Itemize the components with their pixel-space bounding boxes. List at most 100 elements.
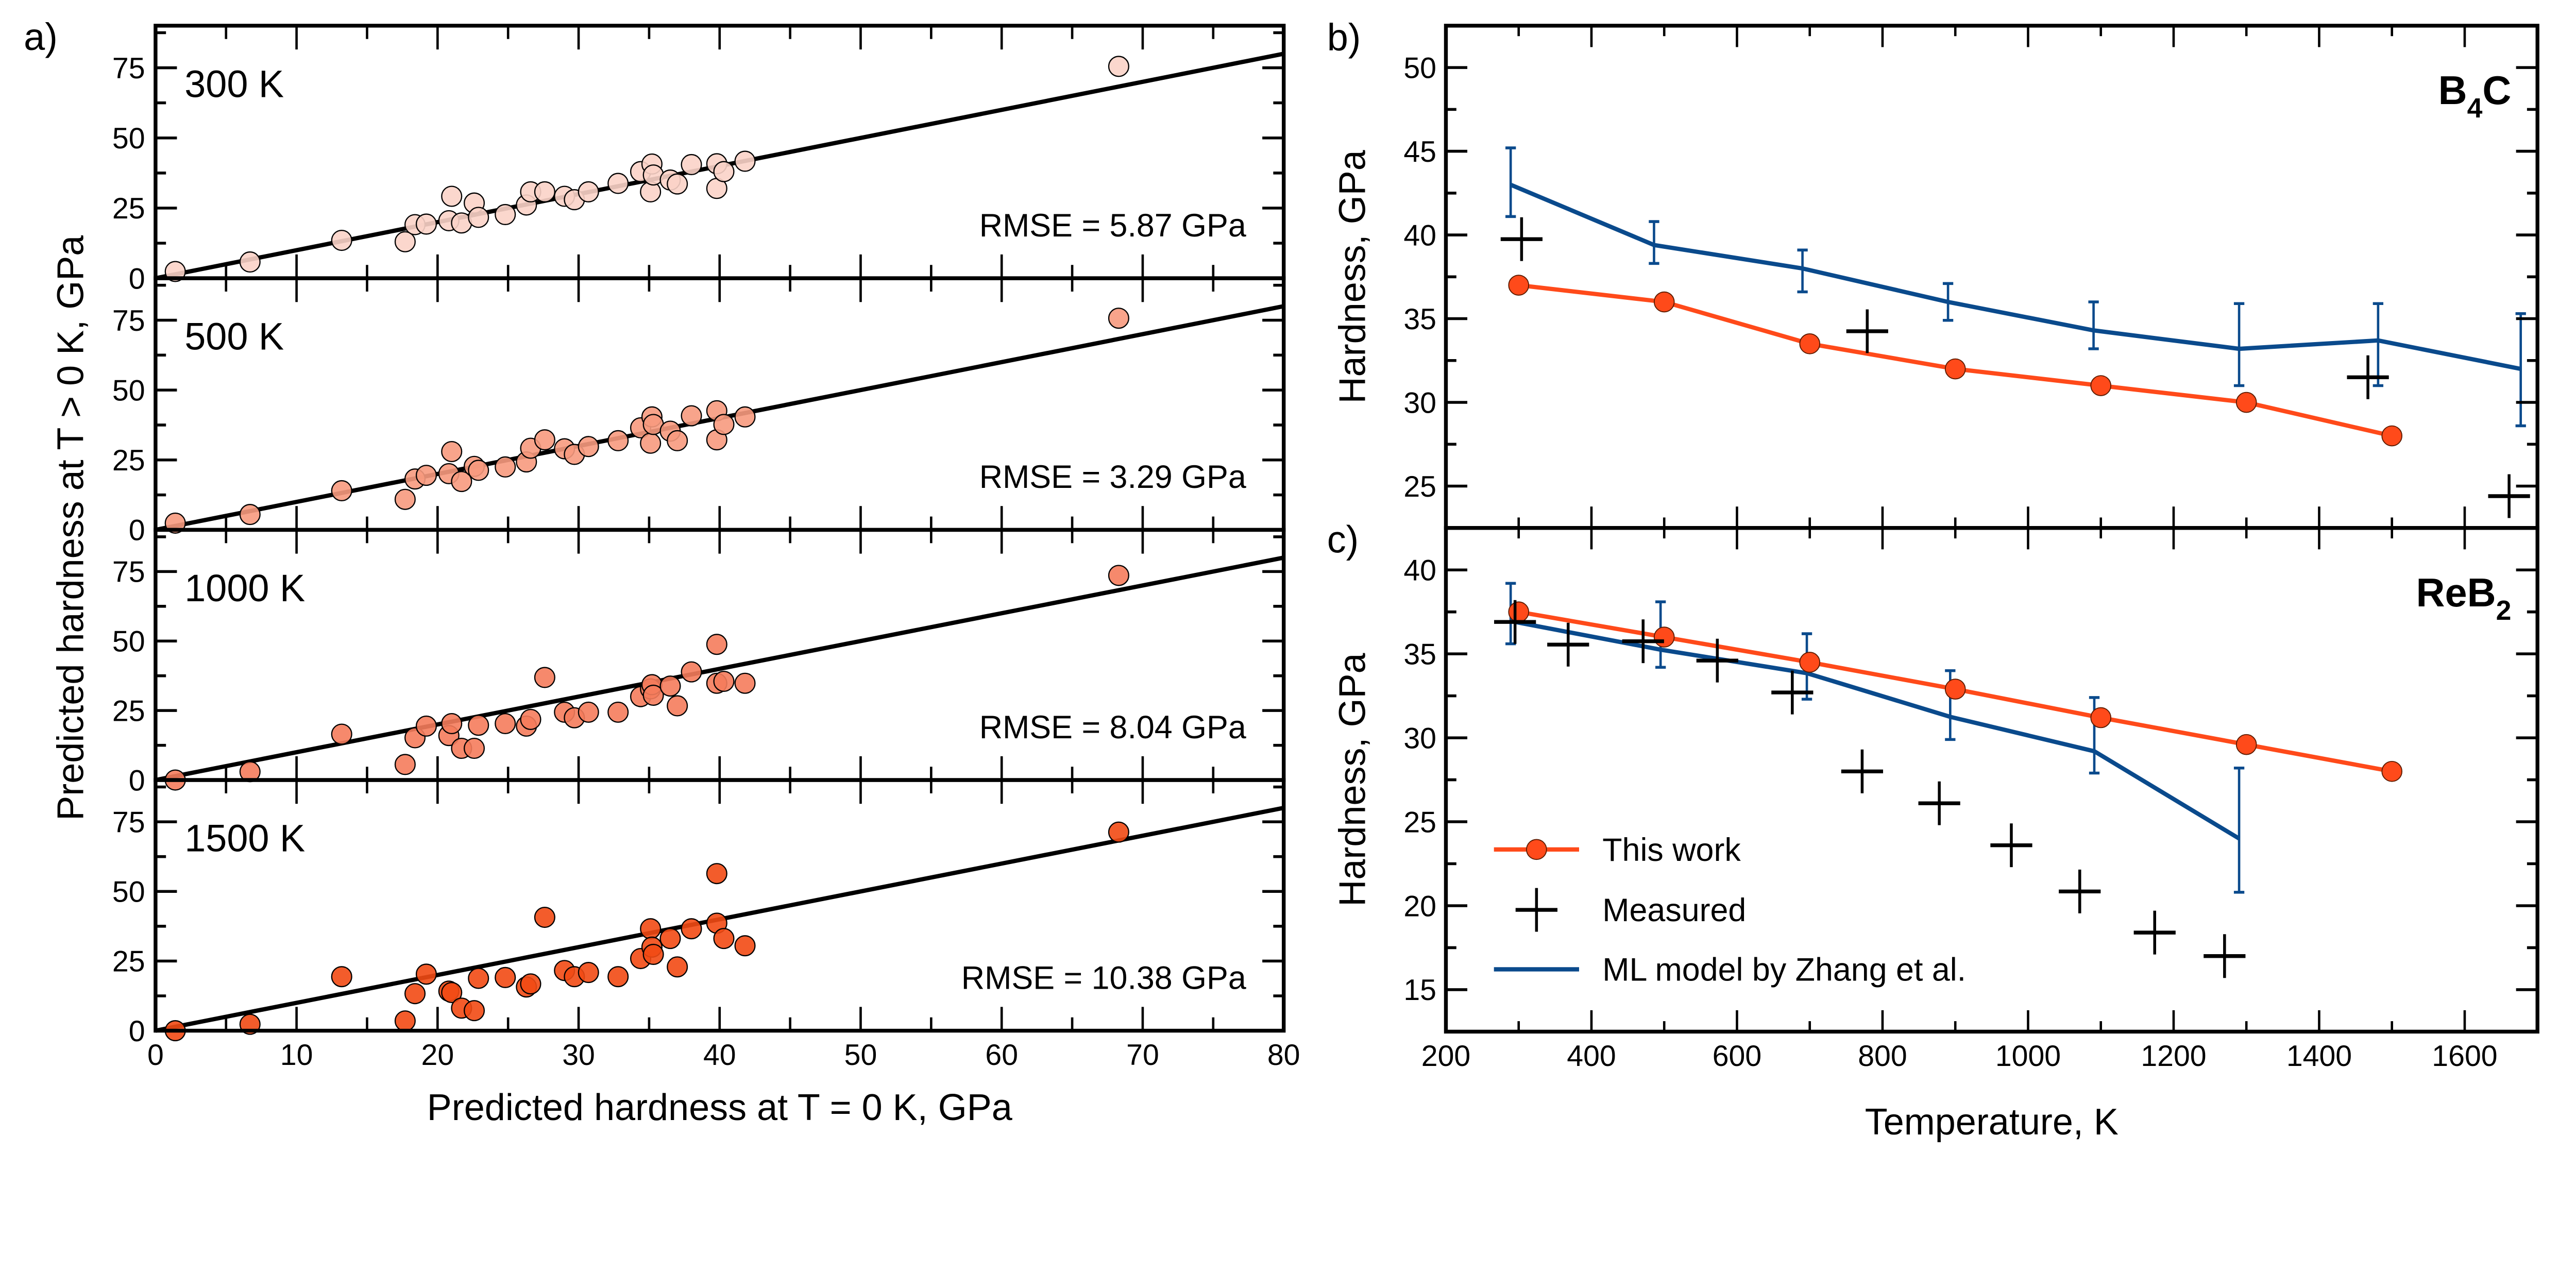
data-point [667, 956, 688, 978]
x-tick-label: 10 [280, 1039, 313, 1072]
data-point [734, 935, 756, 957]
x-tick-label: 1200 [2141, 1040, 2206, 1073]
x-tick-label: 80 [1267, 1039, 1300, 1072]
data-point [1108, 308, 1129, 329]
measured-point [1500, 217, 1543, 261]
legend: This work Measured ML model by Zhang et al… [1494, 832, 1966, 988]
x-tick-label: 200 [1421, 1040, 1470, 1073]
measured-point [2059, 869, 2101, 913]
temperature-label: 500 K [184, 315, 284, 358]
temperature-label: 300 K [184, 62, 284, 105]
data-point [713, 414, 735, 435]
x-tick-label: 400 [1567, 1040, 1616, 1073]
this-work-point [1508, 275, 1530, 296]
data-point [441, 440, 463, 463]
y-tick-label: 50 [112, 374, 145, 407]
legend-label: This work [1602, 832, 1741, 868]
data-point [578, 436, 599, 457]
data-point [415, 465, 437, 486]
data-point [331, 229, 352, 251]
y-tick-label: 25 [1403, 806, 1436, 839]
y-tick-label: 50 [112, 625, 145, 658]
data-point [534, 429, 555, 451]
subplot-1500k: 0 25 50 75 1500 K RMSE = 10.38 GPa [112, 778, 1286, 1048]
subplot-300k: 0 25 50 75 300 K RMSE = 5.87 GPa [112, 24, 1286, 295]
data-point [1108, 821, 1129, 843]
error-bar [1942, 282, 1954, 322]
data-point [681, 918, 702, 940]
data-point [578, 962, 599, 984]
data-point [394, 754, 416, 775]
legend-marker [1526, 839, 1547, 860]
measured-point [1771, 670, 1814, 715]
data-point [331, 480, 352, 502]
data-point [713, 670, 735, 692]
data-point [394, 231, 416, 252]
data-point [441, 185, 463, 207]
y-tick-label: 75 [112, 806, 145, 839]
this-work-point [1799, 652, 1821, 673]
material-base: B [2438, 69, 2467, 113]
data-point [394, 488, 416, 510]
data-point [713, 161, 735, 182]
y-tick-label: 25 [112, 444, 145, 477]
data-point [607, 173, 629, 194]
panel-label: b) [1327, 16, 1361, 59]
ml-model-line [1510, 182, 2521, 371]
data-point [1108, 565, 1129, 586]
data-point [495, 204, 516, 225]
y-tick-label: 25 [112, 694, 145, 727]
error-bar [1649, 220, 1659, 265]
x-tick-label: 30 [562, 1039, 595, 1072]
this-work-point [2235, 392, 2257, 413]
series-measured [1500, 217, 2530, 518]
this-work-point [2090, 375, 2112, 396]
this-work-point [1944, 358, 1966, 380]
data-point [331, 723, 352, 745]
panel-label: a) [24, 15, 58, 58]
this-work-point [2090, 707, 2112, 728]
this-work-point [2235, 734, 2257, 755]
data-point [331, 966, 352, 988]
error-bar [2233, 766, 2245, 894]
y-tick-label: 50 [112, 876, 145, 909]
y-tick-label: 25 [1403, 470, 1436, 503]
this-work-point [1799, 333, 1821, 354]
y-tick-label: 0 [129, 1015, 145, 1048]
y-axis-title: Predicted hardness at T > 0 K, GPa [50, 235, 92, 821]
identity-line [155, 555, 1284, 783]
measured-point [1622, 619, 1664, 664]
data-point [659, 928, 681, 950]
data-point [441, 981, 463, 1004]
data-point [607, 701, 629, 723]
x-tick-label: 600 [1713, 1040, 1761, 1073]
data-point [640, 432, 662, 454]
material-base: ReB [2416, 571, 2496, 615]
x-tick-label: 0 [147, 1039, 164, 1072]
this-work-point [2381, 425, 2403, 447]
data-point [239, 504, 261, 526]
y-tick-label: 25 [112, 192, 145, 225]
x-tick-label: 1400 [2286, 1040, 2352, 1073]
rmse-label: RMSE = 5.87 GPa [979, 208, 1246, 244]
temperature-label: 1500 K [184, 817, 305, 860]
y-axis-title: Hardness, GPa [1332, 149, 1374, 403]
this-work-point [1653, 626, 1675, 648]
y-tick-label: 35 [1403, 638, 1436, 671]
data-point [239, 251, 261, 273]
error-bar [2372, 302, 2384, 387]
measured-point [2347, 355, 2389, 399]
data-point [534, 906, 555, 928]
legend-item-this-work: This work [1494, 832, 1741, 868]
y-tick-label: 75 [112, 556, 145, 589]
data-point [578, 181, 599, 202]
data-point [607, 966, 629, 988]
data-point [534, 667, 555, 688]
data-point [681, 405, 702, 427]
y-tick-label: 75 [112, 52, 145, 85]
rmse-label: RMSE = 10.38 GPa [961, 960, 1246, 996]
data-point [415, 213, 437, 235]
measured-point [1990, 823, 2032, 868]
material-subscript: 2 [2496, 596, 2512, 626]
data-point [734, 406, 756, 428]
